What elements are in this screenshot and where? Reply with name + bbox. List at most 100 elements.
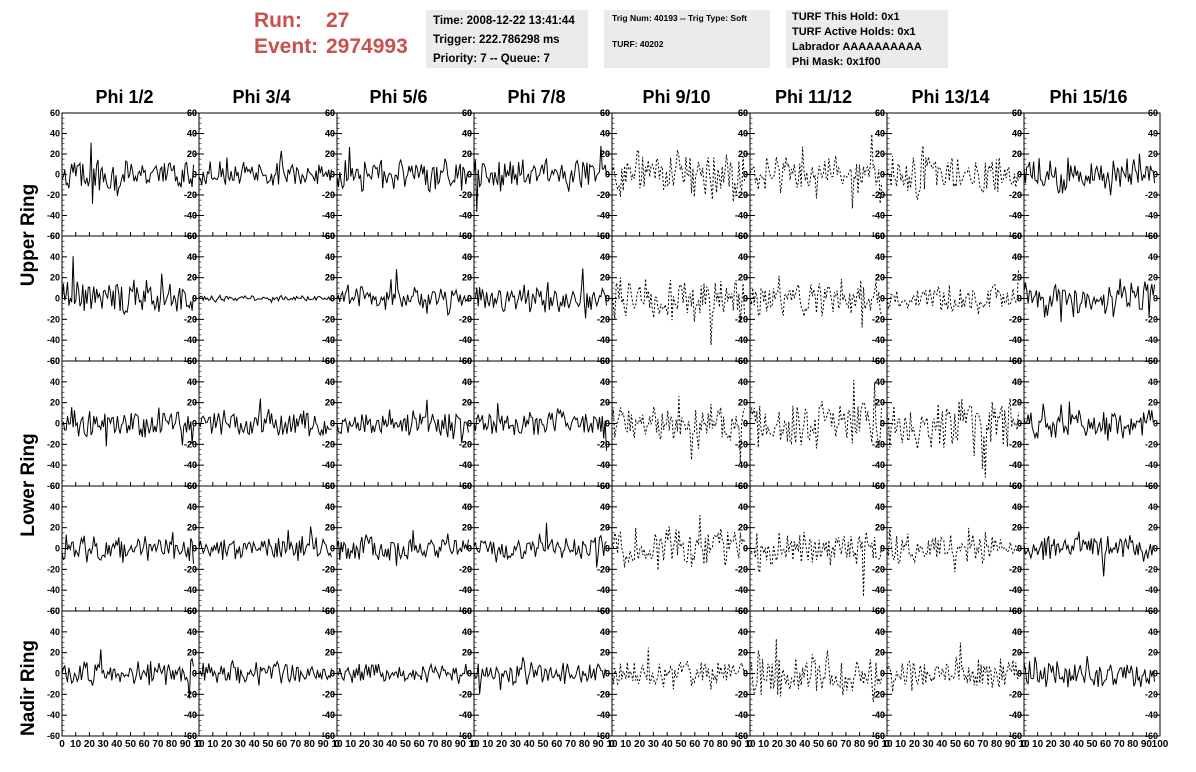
y-tick-label: -40 bbox=[597, 460, 610, 470]
x-tick-label: 10 bbox=[331, 739, 343, 750]
y-tick-label: 0 bbox=[605, 170, 610, 180]
y-tick-label: 20 bbox=[462, 398, 472, 408]
x-tick-label: 30 bbox=[510, 739, 522, 750]
y-tick-label: -40 bbox=[735, 585, 748, 595]
y-tick-label: 20 bbox=[875, 523, 885, 533]
y-tick-label: 40 bbox=[600, 377, 610, 387]
waveform-trace bbox=[886, 270, 1019, 315]
y-tick-label: 0 bbox=[1017, 294, 1022, 304]
y-tick-label: 60 bbox=[325, 356, 335, 366]
y-tick-label: -40 bbox=[47, 460, 60, 470]
y-tick-label: 40 bbox=[1012, 502, 1022, 512]
y-tick-label: -40 bbox=[459, 211, 472, 221]
x-tick-label: 10 bbox=[345, 739, 357, 750]
y-tick-label: 60 bbox=[187, 606, 197, 616]
y-tick-label: 20 bbox=[187, 273, 197, 283]
y-tick-label: 0 bbox=[743, 419, 748, 429]
y-tick-label: 60 bbox=[187, 231, 197, 241]
y-tick-label: -20 bbox=[1145, 439, 1158, 449]
y-tick-label: 40 bbox=[187, 377, 197, 387]
x-tick-label: 20 bbox=[909, 739, 921, 750]
y-tick-label: -20 bbox=[1145, 564, 1158, 574]
y-tick-label: 60 bbox=[1148, 606, 1158, 616]
y-tick-label: -20 bbox=[735, 314, 748, 324]
y-tick-label: -40 bbox=[1009, 710, 1022, 720]
x-tick-label: 80 bbox=[304, 739, 316, 750]
y-tick-label: -20 bbox=[47, 564, 60, 574]
x-tick-label: 40 bbox=[799, 739, 811, 750]
x-tick-label: 0 bbox=[1021, 739, 1027, 750]
y-tick-label: 40 bbox=[738, 377, 748, 387]
y-tick-label: -40 bbox=[1145, 460, 1158, 470]
y-tick-label: 60 bbox=[600, 606, 610, 616]
waveform-trace bbox=[61, 256, 194, 316]
y-tick-label: -20 bbox=[872, 190, 885, 200]
y-tick-label: -40 bbox=[597, 211, 610, 221]
y-tick-label: -20 bbox=[597, 689, 610, 699]
y-tick-label: 40 bbox=[600, 627, 610, 637]
y-tick-label: 20 bbox=[187, 273, 197, 283]
y-tick-label: 20 bbox=[738, 273, 748, 283]
panel-frame bbox=[611, 235, 751, 362]
y-tick-label: -40 bbox=[597, 585, 610, 595]
y-tick-label: 60 bbox=[875, 481, 885, 491]
column-header: Phi 9/10 bbox=[642, 87, 711, 107]
x-tick-label: 20 bbox=[221, 739, 233, 750]
y-tick-label: -20 bbox=[322, 314, 335, 324]
y-tick-label: -20 bbox=[47, 314, 60, 324]
y-tick-label: 20 bbox=[462, 273, 472, 283]
y-tick-label: -40 bbox=[1145, 585, 1158, 595]
panel-frame bbox=[473, 610, 613, 737]
y-tick-label: -60 bbox=[872, 731, 885, 741]
y-tick-label: -20 bbox=[735, 439, 748, 449]
y-tick-label: 40 bbox=[1012, 377, 1022, 387]
x-tick-label: 90 bbox=[1141, 739, 1153, 750]
y-tick-label: -20 bbox=[597, 314, 610, 324]
y-tick-label: 0 bbox=[605, 170, 610, 180]
y-tick-label: 40 bbox=[600, 502, 610, 512]
y-tick-label: 60 bbox=[1012, 108, 1022, 118]
y-tick-label: 0 bbox=[605, 294, 610, 304]
y-tick-label: 0 bbox=[330, 294, 335, 304]
y-tick-label: -20 bbox=[872, 190, 885, 200]
y-tick-label: 40 bbox=[187, 129, 197, 139]
y-tick-label: 20 bbox=[1012, 648, 1022, 658]
y-tick-label: 60 bbox=[1148, 481, 1158, 491]
waveform-trace bbox=[198, 150, 332, 186]
y-tick-label: 40 bbox=[187, 627, 197, 637]
y-tick-label: -40 bbox=[184, 710, 197, 720]
y-tick-label: -40 bbox=[322, 335, 335, 345]
y-tick-label: 40 bbox=[187, 377, 197, 387]
y-tick-label: -20 bbox=[322, 689, 335, 699]
y-tick-label: 20 bbox=[875, 398, 885, 408]
y-tick-label: -20 bbox=[1009, 439, 1022, 449]
y-tick-label: 0 bbox=[743, 294, 748, 304]
column-header: Phi 15/16 bbox=[1049, 87, 1128, 107]
x-tick-label: 90 bbox=[318, 739, 330, 750]
y-tick-label: 0 bbox=[880, 170, 885, 180]
waveform-trace bbox=[886, 398, 1019, 478]
y-tick-label: 20 bbox=[738, 648, 748, 658]
y-tick-label: 60 bbox=[325, 606, 335, 616]
y-tick-label: -40 bbox=[597, 585, 610, 595]
x-tick-label: 60 bbox=[827, 739, 839, 750]
x-tick-label: 10 bbox=[606, 739, 618, 750]
y-tick-label: 20 bbox=[187, 523, 197, 533]
panel-frame bbox=[1023, 610, 1161, 737]
y-tick-label: -40 bbox=[872, 335, 885, 345]
y-tick-label: -60 bbox=[735, 731, 748, 741]
y-tick-label: -40 bbox=[322, 460, 335, 470]
y-tick-label: 60 bbox=[875, 356, 885, 366]
y-tick-label: 0 bbox=[330, 170, 335, 180]
y-tick-label: -20 bbox=[1009, 689, 1022, 699]
y-tick-label: 40 bbox=[325, 377, 335, 387]
x-tick-label: 70 bbox=[427, 739, 439, 750]
x-tick-label: 50 bbox=[537, 739, 549, 750]
waveform-trace bbox=[749, 531, 882, 597]
y-tick-label: 20 bbox=[1148, 523, 1158, 533]
y-tick-label: 60 bbox=[187, 108, 197, 118]
y-tick-label: 40 bbox=[738, 627, 748, 637]
y-tick-label: 0 bbox=[880, 669, 885, 679]
waveform-trace bbox=[749, 638, 882, 703]
y-tick-label: 60 bbox=[325, 231, 335, 241]
